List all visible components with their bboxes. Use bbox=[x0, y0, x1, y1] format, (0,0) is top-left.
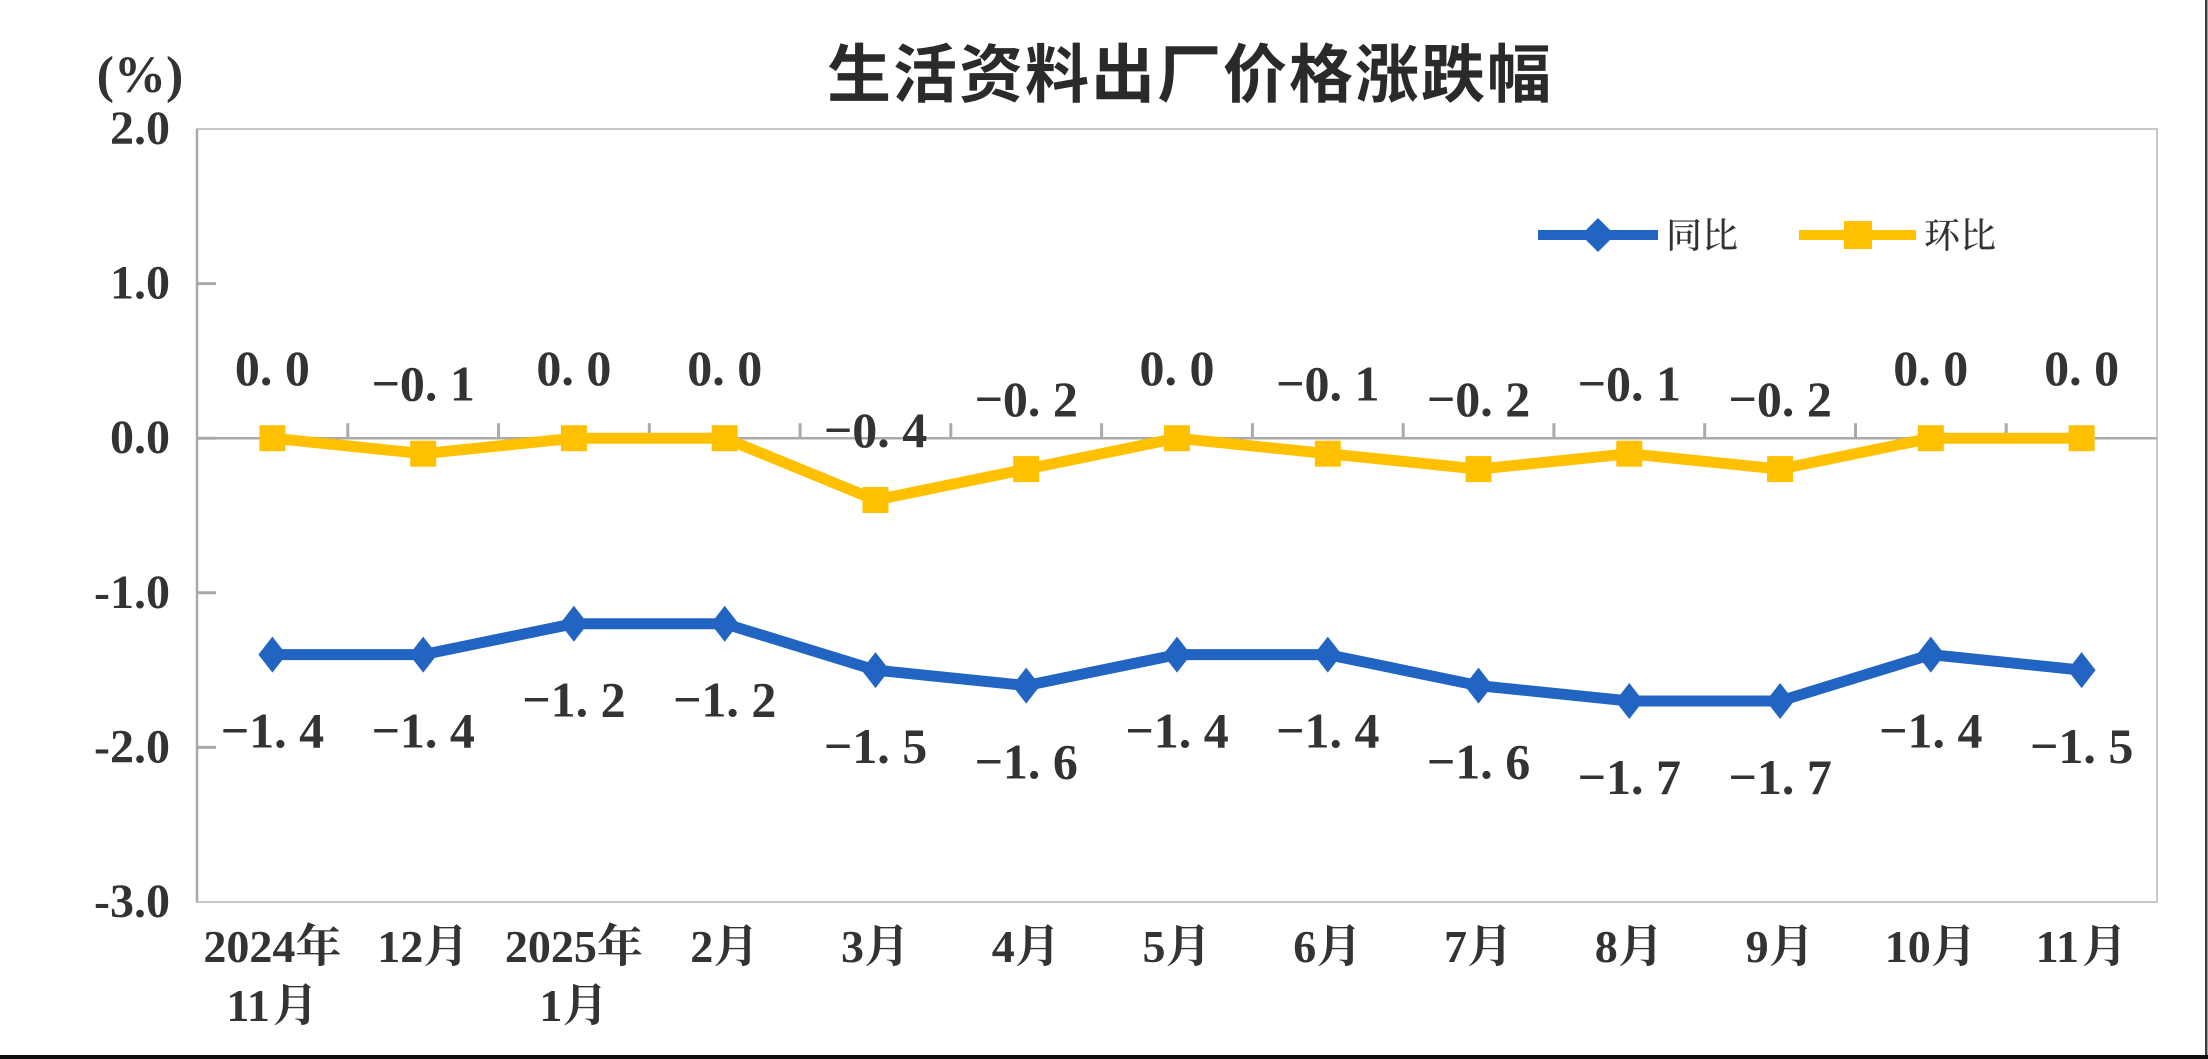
svg-text:0. 0: 0. 0 bbox=[536, 340, 611, 396]
svg-text:−1. 2: −1. 2 bbox=[522, 672, 626, 728]
svg-text:2024: 2024 bbox=[203, 921, 295, 972]
svg-text:0. 0: 0. 0 bbox=[235, 340, 310, 396]
svg-text:0. 0: 0. 0 bbox=[687, 340, 762, 396]
svg-text:-1.0: -1.0 bbox=[94, 566, 170, 619]
svg-text:11: 11 bbox=[2036, 921, 2079, 972]
svg-text:−1. 7: −1. 7 bbox=[1578, 749, 1682, 805]
svg-text:1: 1 bbox=[539, 980, 562, 1031]
svg-text:1.0: 1.0 bbox=[110, 257, 170, 310]
svg-text:−1. 7: −1. 7 bbox=[1728, 749, 1832, 805]
svg-text:−0. 2: −0. 2 bbox=[1427, 371, 1531, 427]
svg-text:−1. 4: −1. 4 bbox=[1276, 703, 1380, 759]
svg-text:-3.0: -3.0 bbox=[94, 875, 170, 928]
svg-text:0. 0: 0. 0 bbox=[2044, 340, 2119, 396]
svg-text:3: 3 bbox=[841, 921, 864, 972]
svg-text:−0. 2: −0. 2 bbox=[1728, 371, 1832, 427]
svg-text:9: 9 bbox=[1746, 921, 1769, 972]
svg-text:−0. 1: −0. 1 bbox=[371, 356, 475, 412]
svg-text:−1. 6: −1. 6 bbox=[1427, 734, 1531, 790]
svg-text:12: 12 bbox=[377, 921, 423, 972]
svg-text:2.0: 2.0 bbox=[110, 102, 170, 155]
svg-text:6: 6 bbox=[1293, 921, 1316, 972]
svg-text:7: 7 bbox=[1444, 921, 1467, 972]
svg-text:4: 4 bbox=[992, 921, 1015, 972]
svg-text:11: 11 bbox=[226, 980, 269, 1031]
svg-text:−1. 2: −1. 2 bbox=[673, 672, 777, 728]
svg-text:−1. 6: −1. 6 bbox=[974, 734, 1078, 790]
svg-text:10: 10 bbox=[1885, 921, 1931, 972]
svg-text:−1. 5: −1. 5 bbox=[2030, 718, 2134, 774]
svg-text:2025: 2025 bbox=[505, 921, 597, 972]
svg-text:−1. 4: −1. 4 bbox=[1125, 703, 1229, 759]
svg-text:−1. 4: −1. 4 bbox=[221, 703, 325, 759]
svg-text:−0. 2: −0. 2 bbox=[974, 371, 1078, 427]
svg-text:−1. 4: −1. 4 bbox=[1879, 703, 1983, 759]
svg-text:(%): (%) bbox=[97, 47, 184, 104]
svg-text:0.0: 0.0 bbox=[110, 411, 170, 464]
svg-text:-2.0: -2.0 bbox=[94, 720, 170, 773]
svg-text:−1. 5: −1. 5 bbox=[824, 718, 928, 774]
svg-text:−0. 1: −0. 1 bbox=[1276, 356, 1380, 412]
svg-text:−1. 4: −1. 4 bbox=[371, 703, 475, 759]
svg-text:5: 5 bbox=[1143, 921, 1166, 972]
svg-text:0. 0: 0. 0 bbox=[1893, 340, 1968, 396]
svg-text:−0. 1: −0. 1 bbox=[1578, 356, 1682, 412]
svg-text:8: 8 bbox=[1595, 921, 1618, 972]
svg-text:0. 0: 0. 0 bbox=[1140, 340, 1215, 396]
svg-text:−0. 4: −0. 4 bbox=[824, 402, 928, 458]
svg-text:2: 2 bbox=[690, 921, 713, 972]
